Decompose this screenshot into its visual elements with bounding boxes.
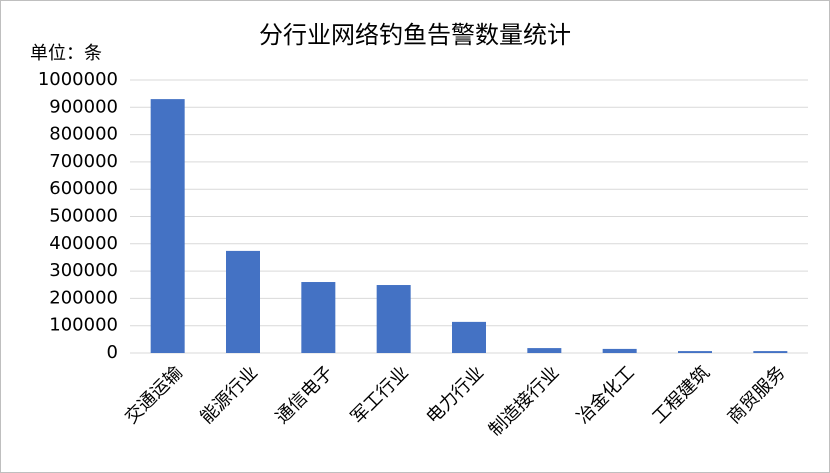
y-tick-label: 400000	[49, 233, 118, 254]
bar	[226, 250, 260, 353]
bar	[376, 285, 411, 353]
bar	[301, 282, 336, 353]
bar	[678, 351, 712, 353]
bar	[602, 348, 637, 353]
y-tick-label: 500000	[49, 206, 118, 227]
y-tick-label: 1000000	[38, 69, 118, 90]
y-tick-label: 300000	[49, 260, 118, 281]
bar	[753, 351, 788, 353]
bar	[150, 99, 185, 353]
y-tick-label: 100000	[49, 315, 118, 336]
y-tick-label: 700000	[49, 151, 118, 172]
y-tick-label: 600000	[49, 178, 118, 199]
bar	[527, 348, 562, 353]
unit-label: 单位：条	[30, 43, 102, 64]
chart-title: 分行业网络钓鱼告警数量统计	[259, 21, 571, 49]
bar	[452, 321, 486, 353]
y-tick-label: 800000	[49, 124, 118, 145]
y-tick-label: 200000	[49, 287, 118, 308]
y-tick-label: 900000	[49, 96, 118, 117]
y-tick-label: 0	[107, 342, 118, 363]
